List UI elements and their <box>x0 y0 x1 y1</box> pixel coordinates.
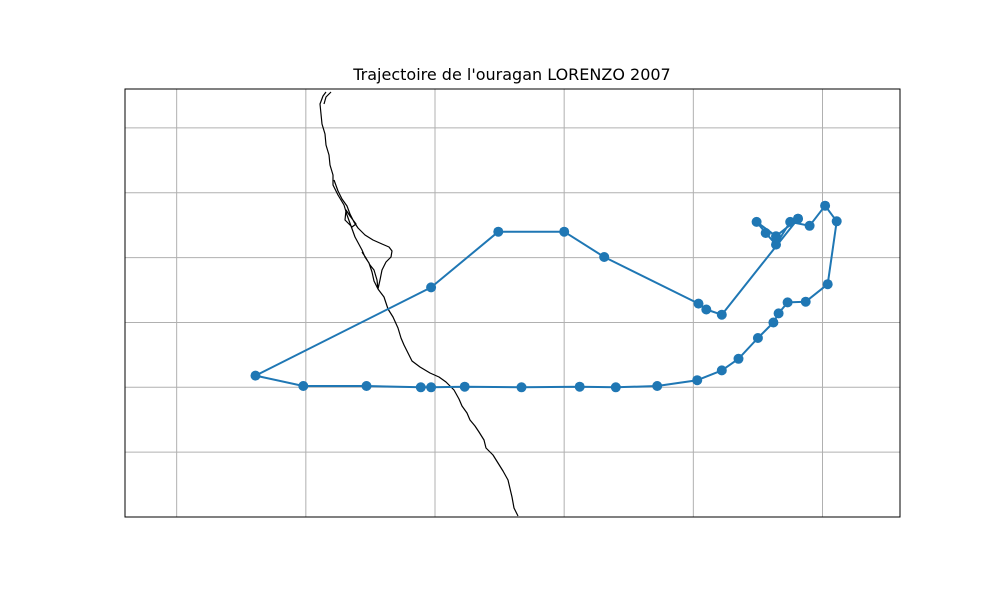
track-point-28 <box>426 282 437 293</box>
track-point-8 <box>831 216 842 227</box>
track-point-2 <box>751 216 762 227</box>
map-frame <box>124 88 901 518</box>
track-point-22 <box>459 381 470 392</box>
track-point-19 <box>610 382 621 393</box>
map-title: Trajectoire de l'ouragan LORENZO 2007 <box>352 65 670 84</box>
track-point-13 <box>768 317 779 328</box>
track-point-25 <box>361 381 372 391</box>
track-point-11 <box>782 297 793 308</box>
track-point-23 <box>426 382 437 393</box>
track-point-3 <box>760 228 771 238</box>
track-point-31 <box>599 252 610 262</box>
track-point-10 <box>800 296 811 307</box>
track-point-32 <box>693 298 704 309</box>
track-point-30 <box>559 226 570 237</box>
track-point-7 <box>820 200 831 211</box>
track-point-21 <box>516 382 527 393</box>
track-point-9 <box>822 279 833 290</box>
track-point-34 <box>716 309 727 320</box>
track-line <box>254 204 838 389</box>
track-point-18 <box>652 381 663 391</box>
track-point-4 <box>771 239 781 250</box>
track-point-35 <box>793 213 803 224</box>
hurricane-track <box>250 200 842 393</box>
track-point-12 <box>773 308 784 319</box>
track-point-15 <box>733 353 744 364</box>
track-point-14 <box>752 333 763 343</box>
track-point-20 <box>574 381 585 392</box>
coastline <box>319 91 519 517</box>
track-point-17 <box>692 375 703 386</box>
track-point-6 <box>804 220 815 231</box>
track-point-29 <box>493 226 504 237</box>
track-point-24 <box>415 382 426 393</box>
track-point-26 <box>298 381 309 391</box>
track-point-33 <box>701 304 712 315</box>
map-area <box>124 88 901 518</box>
track-point-1 <box>771 231 781 242</box>
track-point-5 <box>785 216 796 227</box>
track-point-27 <box>250 370 261 381</box>
track-point-16 <box>716 365 727 376</box>
